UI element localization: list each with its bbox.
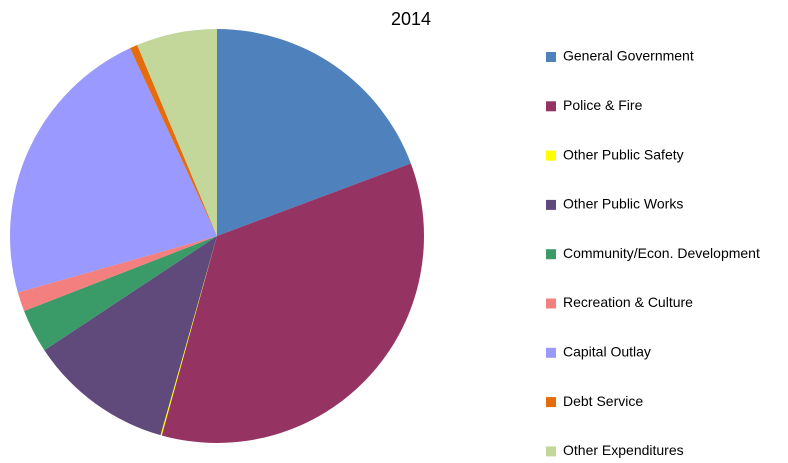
legend-label: Recreation & Culture bbox=[563, 294, 693, 310]
legend-swatch bbox=[546, 101, 556, 112]
legend-swatch bbox=[546, 52, 556, 62]
legend-swatch bbox=[546, 199, 556, 210]
legend-label: Police & Fire bbox=[563, 97, 643, 113]
pie-slice bbox=[137, 29, 217, 236]
legend-label: Other Public Works bbox=[563, 196, 683, 212]
legend-label: Other Public Safety bbox=[563, 146, 684, 162]
pie-slice bbox=[44, 236, 217, 436]
legend-swatch bbox=[546, 249, 556, 260]
pie-slice bbox=[161, 163, 424, 443]
legend-swatch bbox=[546, 150, 556, 161]
legend-label: Capital Outlay bbox=[563, 344, 651, 360]
legend-label: General Government bbox=[563, 48, 694, 64]
legend-swatch bbox=[546, 397, 556, 408]
pie-slice bbox=[17, 236, 217, 311]
legend-swatch bbox=[546, 446, 556, 457]
legend-label: Debt Service bbox=[563, 393, 643, 409]
pie-slice bbox=[160, 236, 217, 436]
chart-title: 2014 bbox=[391, 9, 431, 29]
pie-slice bbox=[130, 45, 217, 236]
pie-slice bbox=[24, 236, 217, 351]
legend-label: Community/Econ. Development bbox=[563, 245, 760, 261]
pie-slice bbox=[10, 48, 218, 293]
legend-swatch bbox=[546, 298, 556, 309]
legend-swatch bbox=[546, 347, 556, 358]
pie-slice bbox=[217, 29, 411, 236]
legend-label: Other Expenditures bbox=[563, 442, 684, 458]
